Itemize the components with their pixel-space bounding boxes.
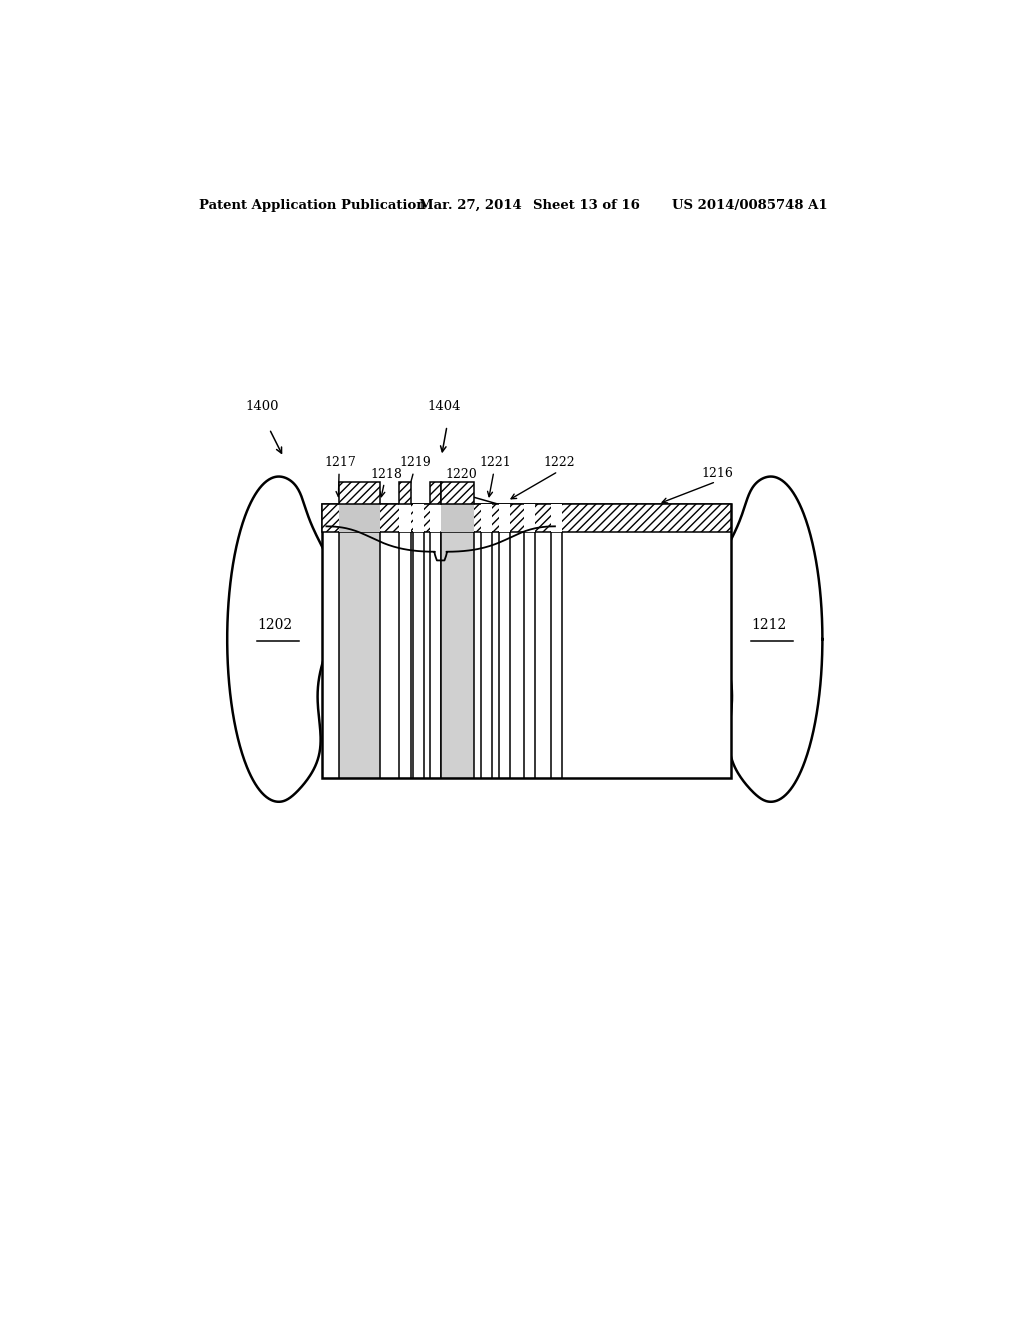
- Bar: [440, 532, 474, 779]
- Bar: [551, 532, 562, 779]
- Bar: [413, 504, 424, 532]
- Bar: [430, 532, 441, 779]
- Bar: [499, 504, 510, 532]
- Text: Sheet 13 of 16: Sheet 13 of 16: [532, 199, 640, 213]
- Bar: [524, 504, 536, 532]
- Text: Mar. 27, 2014: Mar. 27, 2014: [419, 199, 522, 213]
- Text: US 2014/0085748 A1: US 2014/0085748 A1: [672, 199, 827, 213]
- Bar: [440, 482, 474, 504]
- Bar: [399, 504, 411, 532]
- Text: 1221: 1221: [479, 457, 511, 470]
- Bar: [499, 532, 510, 779]
- Text: 1218: 1218: [370, 467, 402, 480]
- Bar: [430, 482, 441, 504]
- Bar: [323, 504, 731, 779]
- Bar: [323, 504, 731, 532]
- Bar: [339, 504, 380, 532]
- Bar: [399, 532, 411, 779]
- Bar: [481, 504, 493, 532]
- Text: 1219: 1219: [399, 457, 431, 470]
- Text: 1216: 1216: [701, 466, 733, 479]
- Bar: [413, 532, 424, 779]
- Bar: [440, 504, 474, 532]
- Text: 1222: 1222: [544, 457, 575, 470]
- Text: 1400: 1400: [246, 400, 279, 413]
- Text: 1212: 1212: [751, 618, 786, 632]
- Polygon shape: [711, 477, 822, 801]
- Text: 1202: 1202: [257, 618, 293, 632]
- Polygon shape: [227, 477, 339, 801]
- Bar: [430, 504, 441, 532]
- Text: 1214: 1214: [382, 516, 416, 529]
- Bar: [551, 504, 562, 532]
- Text: 1220: 1220: [445, 467, 477, 480]
- Bar: [339, 532, 380, 779]
- Bar: [481, 532, 493, 779]
- Text: 1402: 1402: [634, 521, 668, 535]
- Text: 1217: 1217: [325, 457, 356, 470]
- Text: 1406: 1406: [572, 511, 606, 524]
- Text: FIG. 14: FIG. 14: [488, 622, 561, 640]
- Text: 1404: 1404: [427, 400, 461, 413]
- Text: Patent Application Publication: Patent Application Publication: [200, 199, 426, 213]
- Bar: [339, 482, 380, 504]
- Bar: [524, 532, 536, 779]
- Text: 1204: 1204: [419, 565, 452, 578]
- Bar: [399, 482, 411, 504]
